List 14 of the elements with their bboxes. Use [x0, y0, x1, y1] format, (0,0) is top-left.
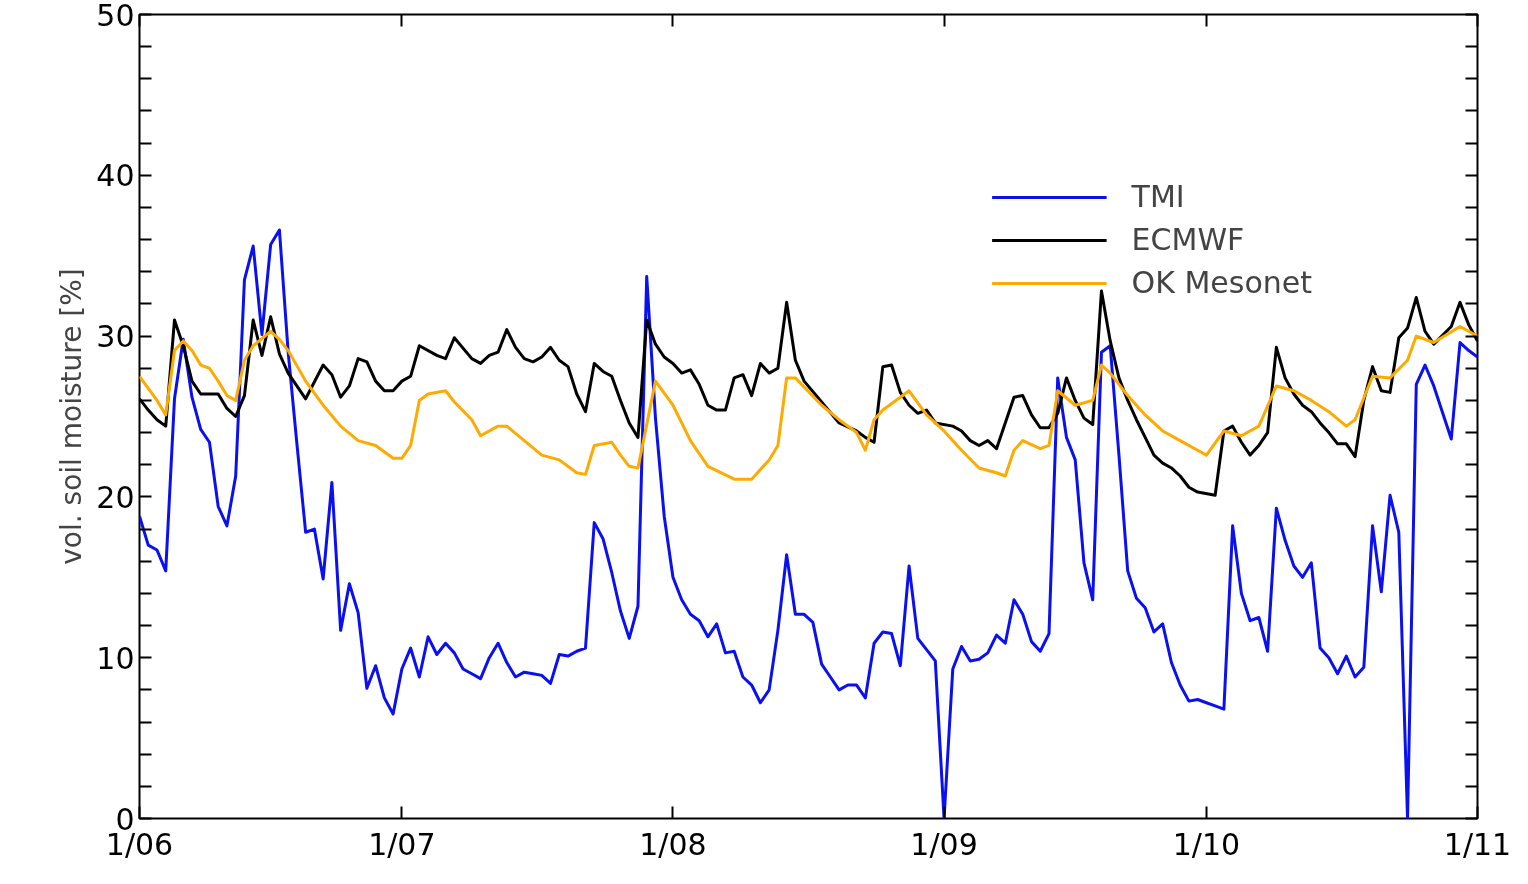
y-axis-title: vol. soil moisture [%] — [55, 268, 89, 565]
legend-label: TMI — [1131, 179, 1185, 214]
y-tick-label: 40 — [96, 158, 135, 194]
legend-label: ECMWF — [1131, 222, 1245, 257]
x-tick-label: 1/08 — [639, 826, 707, 862]
x-tick-label: 1/11 — [1443, 826, 1512, 862]
y-tick-label: 30 — [96, 319, 135, 355]
x-tick-label: 1/07 — [368, 826, 436, 862]
y-tick-label: 10 — [96, 640, 135, 676]
y-tick-label: 20 — [96, 479, 135, 515]
y-tick-label: 50 — [96, 0, 135, 33]
x-tick-label: 1/10 — [1172, 826, 1241, 862]
legend-label: OK Mesonet — [1131, 265, 1312, 300]
x-tick-label: 1/09 — [910, 826, 978, 862]
